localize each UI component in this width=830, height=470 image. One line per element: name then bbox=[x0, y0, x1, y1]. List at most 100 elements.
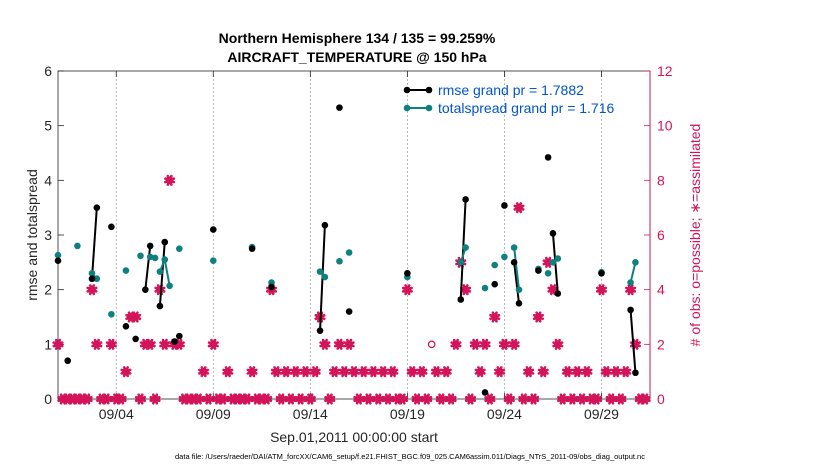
spread-point bbox=[345, 249, 353, 256]
obs-assimilated-point bbox=[571, 366, 583, 378]
spread-point bbox=[544, 269, 552, 277]
rmse-point bbox=[549, 230, 557, 237]
obs-assimilated-point bbox=[615, 393, 627, 405]
obs-assimilated-point bbox=[479, 338, 491, 350]
x-tick-label: 09/09 bbox=[196, 406, 231, 422]
y-tick-label: 3 bbox=[44, 227, 52, 243]
obs-assimilated-point bbox=[130, 311, 142, 323]
obs-assimilated-point bbox=[561, 366, 574, 378]
y-tick-label: 2 bbox=[44, 282, 52, 298]
obs-assimilated-point bbox=[164, 174, 176, 186]
spread-point bbox=[137, 252, 144, 260]
obs-assimilated-point bbox=[494, 366, 506, 378]
obs-assimilated-point bbox=[207, 338, 219, 350]
legend-rmse-label: rmse grand pr = 1.7882 bbox=[438, 82, 584, 98]
y-tick-label: 4 bbox=[44, 172, 52, 188]
obs-assimilated-point bbox=[503, 393, 515, 405]
obs-assimilated-point bbox=[513, 202, 525, 214]
rmse-line-segment bbox=[144, 245, 152, 290]
x-tick-label: 09/04 bbox=[99, 406, 134, 422]
obs-assimilated-point bbox=[270, 366, 282, 378]
spread-point bbox=[462, 244, 469, 251]
legend-spread-label: totalspread grand pr = 1.716 bbox=[438, 100, 615, 116]
obs-possible-point bbox=[427, 340, 436, 349]
y-tick-label-right: 8 bbox=[657, 172, 665, 188]
obs-assimilated-point bbox=[285, 393, 297, 405]
rmse-point bbox=[156, 302, 164, 310]
obs-assimilated-point bbox=[450, 338, 462, 350]
spread-point bbox=[108, 310, 115, 318]
rmse-point bbox=[88, 275, 96, 283]
rmse-point bbox=[248, 245, 256, 252]
y-axis-label: rmse and totalspread bbox=[24, 169, 40, 301]
spread-point bbox=[161, 256, 169, 263]
rmse-point bbox=[462, 196, 469, 203]
rmse-points bbox=[54, 104, 639, 396]
obs-assimilated-point bbox=[406, 366, 418, 378]
obs-assimilated-point bbox=[557, 393, 569, 405]
rmse-point bbox=[535, 267, 542, 274]
legend-rmse-marker-right bbox=[425, 86, 433, 94]
x-tick-label: 09/14 bbox=[293, 406, 328, 422]
obs-assimilated-point bbox=[295, 393, 307, 405]
y-tick-label: 0 bbox=[44, 391, 52, 407]
spread-point bbox=[457, 259, 465, 266]
obs-assimilated-point bbox=[348, 366, 360, 378]
rmse-point bbox=[176, 332, 183, 340]
rmse-point bbox=[481, 389, 489, 396]
rmse-point bbox=[501, 202, 508, 209]
obs-assimilated-point bbox=[537, 366, 549, 378]
y-tick-label-right: 10 bbox=[657, 118, 673, 134]
spread-line-segment bbox=[629, 262, 637, 283]
rmse-point bbox=[108, 223, 115, 231]
obs-assimilated-point bbox=[304, 393, 316, 405]
rmse-point bbox=[209, 226, 217, 233]
obs-assimilated-point bbox=[396, 393, 409, 405]
tick-labels: 09/04 09/09 09/14 09/19 09/24 09/290123456024… bbox=[44, 63, 673, 422]
obs-assimilated-point bbox=[508, 338, 520, 350]
obs-assimilated-point bbox=[464, 393, 477, 405]
spread-point bbox=[151, 254, 159, 262]
obs-assimilated-point bbox=[484, 393, 496, 405]
obs-assimilated-point bbox=[566, 393, 578, 405]
rmse-point bbox=[93, 204, 101, 211]
obs-assimilated-point bbox=[445, 393, 457, 405]
rmse-line-segment bbox=[158, 242, 166, 307]
y-tick-label: 6 bbox=[44, 63, 52, 79]
obs-assimilated-point bbox=[474, 366, 486, 378]
rmse-point bbox=[457, 296, 465, 303]
rmse-point bbox=[336, 104, 343, 111]
chart-subtitle: AIRCRAFT_TEMPERATURE @ 150 hPa bbox=[227, 49, 486, 65]
obs-assimilated-point bbox=[329, 366, 341, 378]
obs-assimilated-point bbox=[595, 284, 608, 296]
y-tick-label: 5 bbox=[44, 118, 52, 134]
obs-assimilated-point bbox=[552, 338, 564, 350]
obs-assimilated-point bbox=[547, 284, 559, 296]
obs-assimilated-point bbox=[523, 366, 535, 378]
obs-assimilated-point bbox=[600, 366, 612, 378]
obs-assimilated-point bbox=[246, 366, 258, 378]
rmse-point bbox=[515, 300, 523, 307]
rmse-point bbox=[161, 238, 169, 246]
spread-point bbox=[122, 267, 130, 274]
obs-assimilated-point bbox=[105, 338, 117, 350]
obs-assimilated-point bbox=[100, 393, 113, 405]
x-axis-label: Sep.01,2011 00:00:00 start bbox=[270, 429, 438, 445]
obs-assimilated-point bbox=[610, 366, 622, 378]
spread-point bbox=[336, 257, 343, 265]
rmse-point bbox=[598, 269, 605, 277]
obs-assimilated-point bbox=[353, 393, 365, 405]
rmse-point bbox=[632, 369, 639, 377]
spread-point bbox=[510, 244, 518, 251]
obs-assimilated-point bbox=[435, 393, 447, 405]
spread-point bbox=[554, 255, 562, 262]
obs-assimilated-point bbox=[605, 393, 617, 405]
spread-point bbox=[481, 284, 489, 292]
legend: rmse grand pr = 1.7882 totalspread grand… bbox=[403, 82, 615, 116]
y-tick-label: 1 bbox=[44, 336, 52, 352]
rmse-line-segment bbox=[629, 309, 637, 373]
obs-assimilated-point bbox=[498, 338, 510, 350]
rmse-point bbox=[627, 306, 634, 314]
obs-assimilated-point bbox=[372, 393, 384, 405]
rmse-point bbox=[142, 286, 149, 293]
